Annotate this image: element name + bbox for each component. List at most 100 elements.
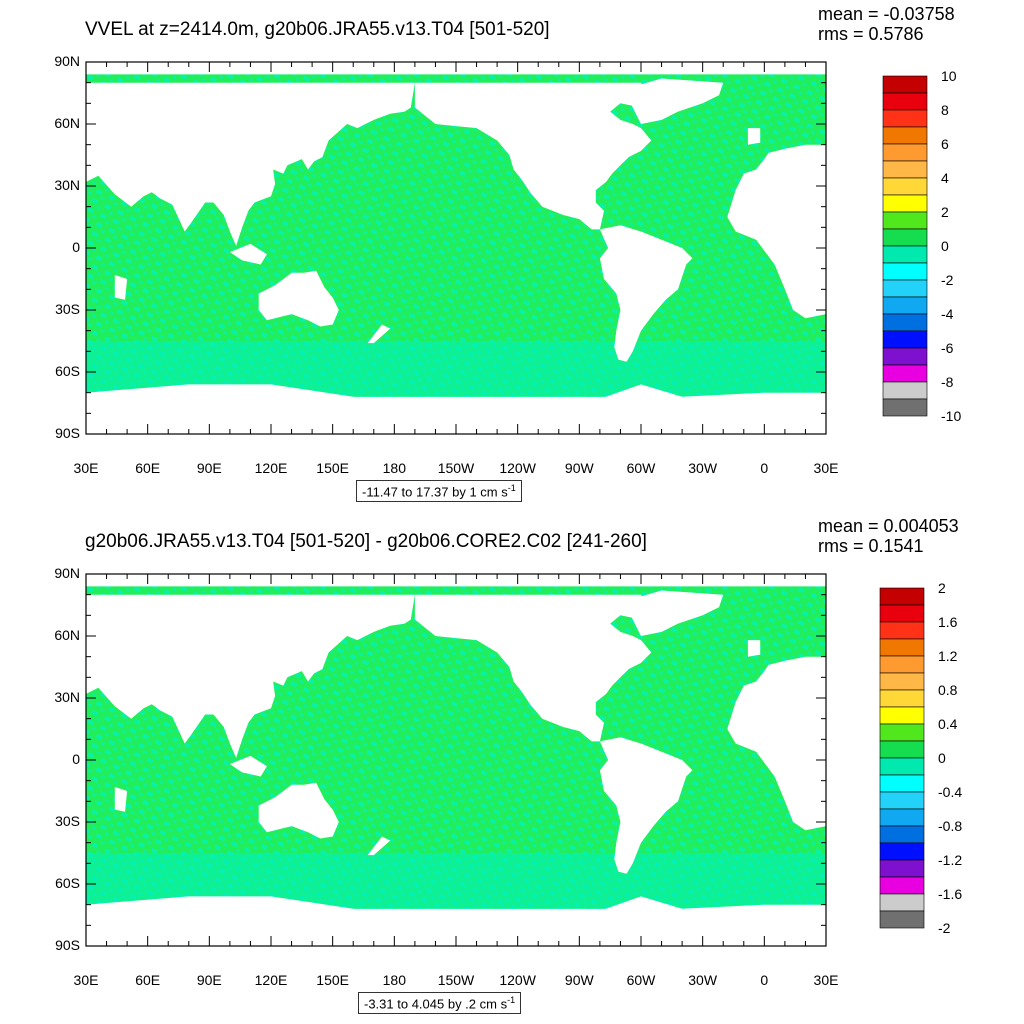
colorbar-swatch: [879, 604, 925, 623]
colorbar-swatch: [879, 621, 925, 640]
land-mask: [630, 590, 724, 636]
land-mask: [86, 82, 415, 315]
lat-tick-label: 30S: [55, 813, 80, 829]
lon-tick-label: 60E: [135, 972, 161, 988]
range-text: -3.31 to 4.045 by .2 cm s: [364, 996, 508, 1012]
land-mask: [86, 896, 826, 946]
lon-tick-label: 120W: [499, 460, 536, 476]
colorbar-label: 2: [941, 204, 949, 220]
colorbar-swatch: [882, 160, 928, 179]
colorbar-label: -0.8: [938, 818, 963, 834]
island-mask: [367, 324, 391, 344]
lon-tick-label: 30E: [73, 460, 99, 476]
colorbar-label: 6: [941, 136, 949, 152]
lon-tick-label: 180: [382, 460, 406, 476]
island-mask: [747, 640, 761, 657]
lat-tick-label: 0: [72, 239, 80, 255]
land-mask: [414, 82, 652, 230]
colorbar-swatch: [879, 689, 925, 708]
colorbar-swatch: [882, 313, 928, 332]
colorbar-swatch: [879, 672, 925, 691]
lon-tick-label: 150E: [316, 460, 349, 476]
colorbar-label: -6: [941, 340, 954, 356]
colorbar-swatch: [882, 279, 928, 298]
island-mask: [747, 128, 761, 145]
range-unit-exponent: -1: [507, 995, 516, 1005]
colorbar-label: -10: [941, 408, 962, 424]
rms-value: rms = 0.5786: [818, 24, 924, 44]
land-mask: [727, 144, 826, 319]
colorbar-swatch: [879, 587, 925, 606]
colorbar-swatch: [879, 723, 925, 742]
island-mask: [114, 786, 128, 812]
lat-tick-label: 90N: [54, 565, 80, 581]
lat-tick-label: 60N: [54, 627, 80, 643]
colorbar-swatch: [879, 842, 925, 861]
colorbar-label: 0.4: [938, 716, 958, 732]
land-mask: [630, 78, 724, 124]
colorbar-swatch: [882, 398, 928, 417]
panel-title: VVEL at z=2414.0m, g20b06.JRA55.v13.T04 …: [85, 19, 550, 40]
land-mask: [727, 656, 826, 831]
range-text: -11.47 to 17.37 by 1 cm s: [362, 484, 508, 500]
colorbar-label: 0.8: [938, 682, 958, 698]
colorbar-swatch: [882, 92, 928, 111]
colorbar-swatch: [882, 177, 928, 196]
lat-tick-label: 90S: [55, 425, 80, 441]
land-mask: [86, 594, 415, 827]
land-mask: [599, 225, 693, 362]
lon-tick-label: 30W: [688, 460, 718, 476]
colorbar-swatch: [882, 143, 928, 162]
colorbar-label: 0: [938, 750, 946, 766]
lat-tick-label: 60S: [55, 363, 80, 379]
rms-value: rms = 0.1541: [818, 536, 924, 556]
colorbar-swatch: [882, 194, 928, 213]
lon-tick-label: 150W: [437, 460, 475, 476]
bottom-panel: g20b06.JRA55.v13.T04 [501-520] - g20b06.…: [0, 512, 1024, 1024]
colorbar-swatch: [879, 893, 925, 912]
colorbar-swatch: [879, 876, 925, 895]
lon-tick-label: 30E: [813, 972, 839, 988]
colorbar-swatch: [882, 75, 928, 94]
colorbar-label: 10: [941, 68, 957, 84]
colorbar-label: -2: [941, 272, 954, 288]
lon-tick-label: 150E: [316, 972, 349, 988]
colorbar-swatch: [882, 126, 928, 145]
lat-tick-label: 0: [72, 751, 80, 767]
colorbar-label: 8: [941, 102, 949, 118]
lon-tick-label: 180: [382, 972, 406, 988]
island-mask: [367, 836, 391, 856]
mean-value: mean = -0.03758: [818, 4, 955, 24]
colorbar-label: -1.2: [938, 852, 963, 868]
lon-tick-label: 30E: [73, 972, 99, 988]
mean-value: mean = 0.004053: [818, 516, 959, 536]
colorbar-label: 4: [941, 170, 949, 186]
colorbar-swatch: [879, 859, 925, 878]
land-mask: [258, 782, 339, 839]
colorbar-swatch: [879, 706, 925, 725]
lon-tick-label: 90E: [196, 460, 222, 476]
colorbar-swatch: [882, 330, 928, 349]
land-mask: [414, 594, 652, 742]
top-panel: VVEL at z=2414.0m, g20b06.JRA55.v13.T04 …: [54, 4, 962, 503]
panel-title: g20b06.JRA55.v13.T04 [501-520] - g20b06.…: [85, 531, 647, 552]
colorbar-label: -2: [938, 920, 951, 936]
lon-tick-label: 30W: [688, 972, 718, 988]
colorbar-swatch: [879, 910, 925, 929]
colorbar-swatch: [879, 825, 925, 844]
lon-tick-label: 120E: [254, 460, 288, 476]
colorbar-swatch: [879, 757, 925, 776]
colorbar-swatch: [879, 638, 925, 657]
lon-tick-label: 0: [760, 460, 769, 476]
colorbar-label: -8: [941, 374, 954, 390]
colorbar-swatch: [882, 262, 928, 281]
lon-tick-label: 90W: [564, 460, 594, 476]
colorbar-label: 1.2: [938, 648, 958, 664]
colorbar-swatch: [879, 655, 925, 674]
lat-tick-label: 30N: [54, 177, 80, 193]
map-plot: [85, 61, 928, 435]
lat-tick-label: 90N: [54, 53, 80, 69]
colorbar-swatch: [882, 228, 928, 247]
lon-tick-label: 60W: [626, 460, 656, 476]
island-mask: [229, 243, 267, 265]
